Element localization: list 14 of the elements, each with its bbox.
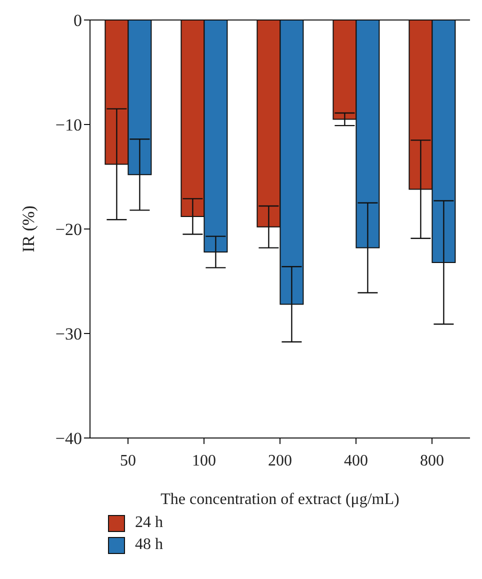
legend-label: 48 h: [135, 536, 163, 554]
y-axis-title: IR (%): [19, 206, 38, 252]
y-tick-label: −40: [55, 429, 82, 448]
x-tick-label: 200: [268, 452, 292, 470]
y-tick-label: −20: [55, 220, 82, 240]
x-axis-title: The concentration of extract (μg/mL): [160, 491, 400, 508]
legend-label: 24 h: [135, 514, 163, 532]
y-tick-label: −30: [55, 324, 82, 344]
x-tick-label: 800: [420, 452, 444, 470]
y-tick-label: −10: [55, 116, 82, 135]
x-tick-label: 400: [344, 452, 368, 470]
x-tick-label: 50: [120, 452, 136, 470]
y-tick-label: 0: [74, 11, 82, 30]
x-tick-label: 100: [192, 452, 216, 470]
